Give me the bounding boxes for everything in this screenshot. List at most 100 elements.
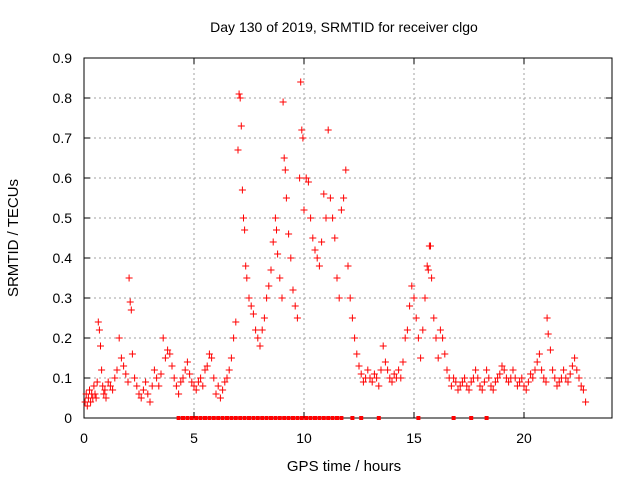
data-point bbox=[227, 354, 235, 362]
zero-marker bbox=[176, 416, 181, 420]
data-point bbox=[271, 214, 279, 222]
data-point bbox=[458, 378, 466, 386]
data-point bbox=[313, 254, 321, 262]
data-point bbox=[243, 274, 251, 282]
data-point bbox=[293, 314, 301, 322]
data-point bbox=[99, 382, 107, 390]
data-point bbox=[197, 374, 205, 382]
data-point bbox=[199, 382, 207, 390]
data-point bbox=[489, 386, 497, 394]
zero-marker bbox=[203, 416, 207, 420]
data-point bbox=[216, 394, 224, 402]
data-point bbox=[104, 378, 112, 386]
data-point bbox=[320, 190, 328, 198]
data-point bbox=[351, 334, 359, 342]
data-point bbox=[240, 214, 247, 222]
data-point bbox=[235, 90, 243, 98]
data-point bbox=[124, 378, 132, 386]
data-point bbox=[93, 378, 101, 386]
data-point bbox=[279, 98, 287, 106]
data-point bbox=[333, 274, 341, 282]
zero-marker bbox=[277, 416, 282, 420]
data-point bbox=[302, 174, 310, 182]
data-point bbox=[375, 382, 383, 390]
zero-marker bbox=[269, 416, 273, 420]
data-point bbox=[511, 374, 519, 382]
data-point bbox=[87, 398, 95, 406]
data-point bbox=[533, 358, 541, 366]
data-point bbox=[237, 122, 245, 130]
data-point bbox=[428, 274, 436, 282]
data-point bbox=[133, 382, 141, 390]
data-point bbox=[331, 234, 339, 242]
data-point bbox=[423, 262, 431, 270]
data-point bbox=[524, 378, 532, 386]
data-point bbox=[564, 378, 572, 386]
data-point bbox=[135, 390, 143, 398]
zero-marker bbox=[198, 416, 203, 420]
x-tick-label: 20 bbox=[516, 430, 532, 446]
data-point bbox=[100, 390, 108, 398]
data-point bbox=[205, 350, 213, 358]
zero-marker bbox=[264, 416, 269, 420]
zero-marker bbox=[229, 416, 234, 420]
data-point bbox=[102, 394, 110, 402]
data-point bbox=[381, 358, 389, 366]
data-point bbox=[318, 238, 326, 246]
zero-marker bbox=[295, 416, 300, 420]
data-point bbox=[265, 282, 273, 290]
data-point bbox=[443, 366, 451, 374]
data-point bbox=[359, 378, 367, 386]
data-point bbox=[125, 274, 133, 282]
data-point bbox=[164, 346, 172, 354]
data-point bbox=[172, 382, 180, 390]
data-point bbox=[500, 366, 508, 374]
data-point bbox=[370, 370, 378, 378]
data-point bbox=[390, 370, 398, 378]
data-point bbox=[529, 374, 537, 382]
data-point bbox=[447, 382, 455, 390]
data-point bbox=[139, 386, 147, 394]
data-point bbox=[177, 378, 185, 386]
data-point bbox=[252, 326, 260, 334]
y-tick-label: 0.3 bbox=[53, 290, 73, 306]
data-point bbox=[566, 370, 574, 378]
y-tick-label: 0.7 bbox=[53, 130, 73, 146]
data-point bbox=[485, 374, 493, 382]
data-point bbox=[297, 78, 305, 86]
zero-marker bbox=[233, 416, 238, 420]
zero-marker bbox=[194, 416, 199, 420]
data-point bbox=[436, 326, 444, 334]
zero-marker bbox=[207, 416, 212, 420]
x-axis-label: GPS time / hours bbox=[287, 458, 401, 475]
data-point bbox=[465, 386, 473, 394]
data-point bbox=[577, 382, 585, 390]
data-point bbox=[397, 374, 405, 382]
data-point bbox=[379, 342, 387, 350]
data-point bbox=[366, 374, 374, 382]
data-point bbox=[346, 294, 354, 302]
data-point bbox=[258, 326, 266, 334]
zero-marker bbox=[273, 416, 278, 420]
data-point bbox=[175, 390, 183, 398]
data-point bbox=[267, 266, 275, 274]
zero-marker bbox=[251, 416, 256, 420]
data-point bbox=[478, 386, 486, 394]
data-point bbox=[513, 382, 521, 390]
data-point bbox=[573, 366, 581, 374]
data-point bbox=[364, 366, 372, 374]
data-point bbox=[190, 382, 198, 390]
zero-marker bbox=[308, 416, 313, 420]
data-point bbox=[131, 374, 139, 382]
data-point bbox=[348, 314, 356, 322]
y-tick-label: 0.5 bbox=[53, 210, 73, 226]
data-point bbox=[111, 374, 119, 382]
data-point bbox=[117, 354, 125, 362]
data-point bbox=[373, 374, 381, 382]
data-point bbox=[91, 390, 99, 398]
data-point bbox=[179, 374, 187, 382]
data-point bbox=[568, 362, 576, 370]
data-point bbox=[83, 402, 91, 410]
data-point bbox=[516, 378, 524, 386]
y-tick-label: 0.4 bbox=[53, 250, 73, 266]
